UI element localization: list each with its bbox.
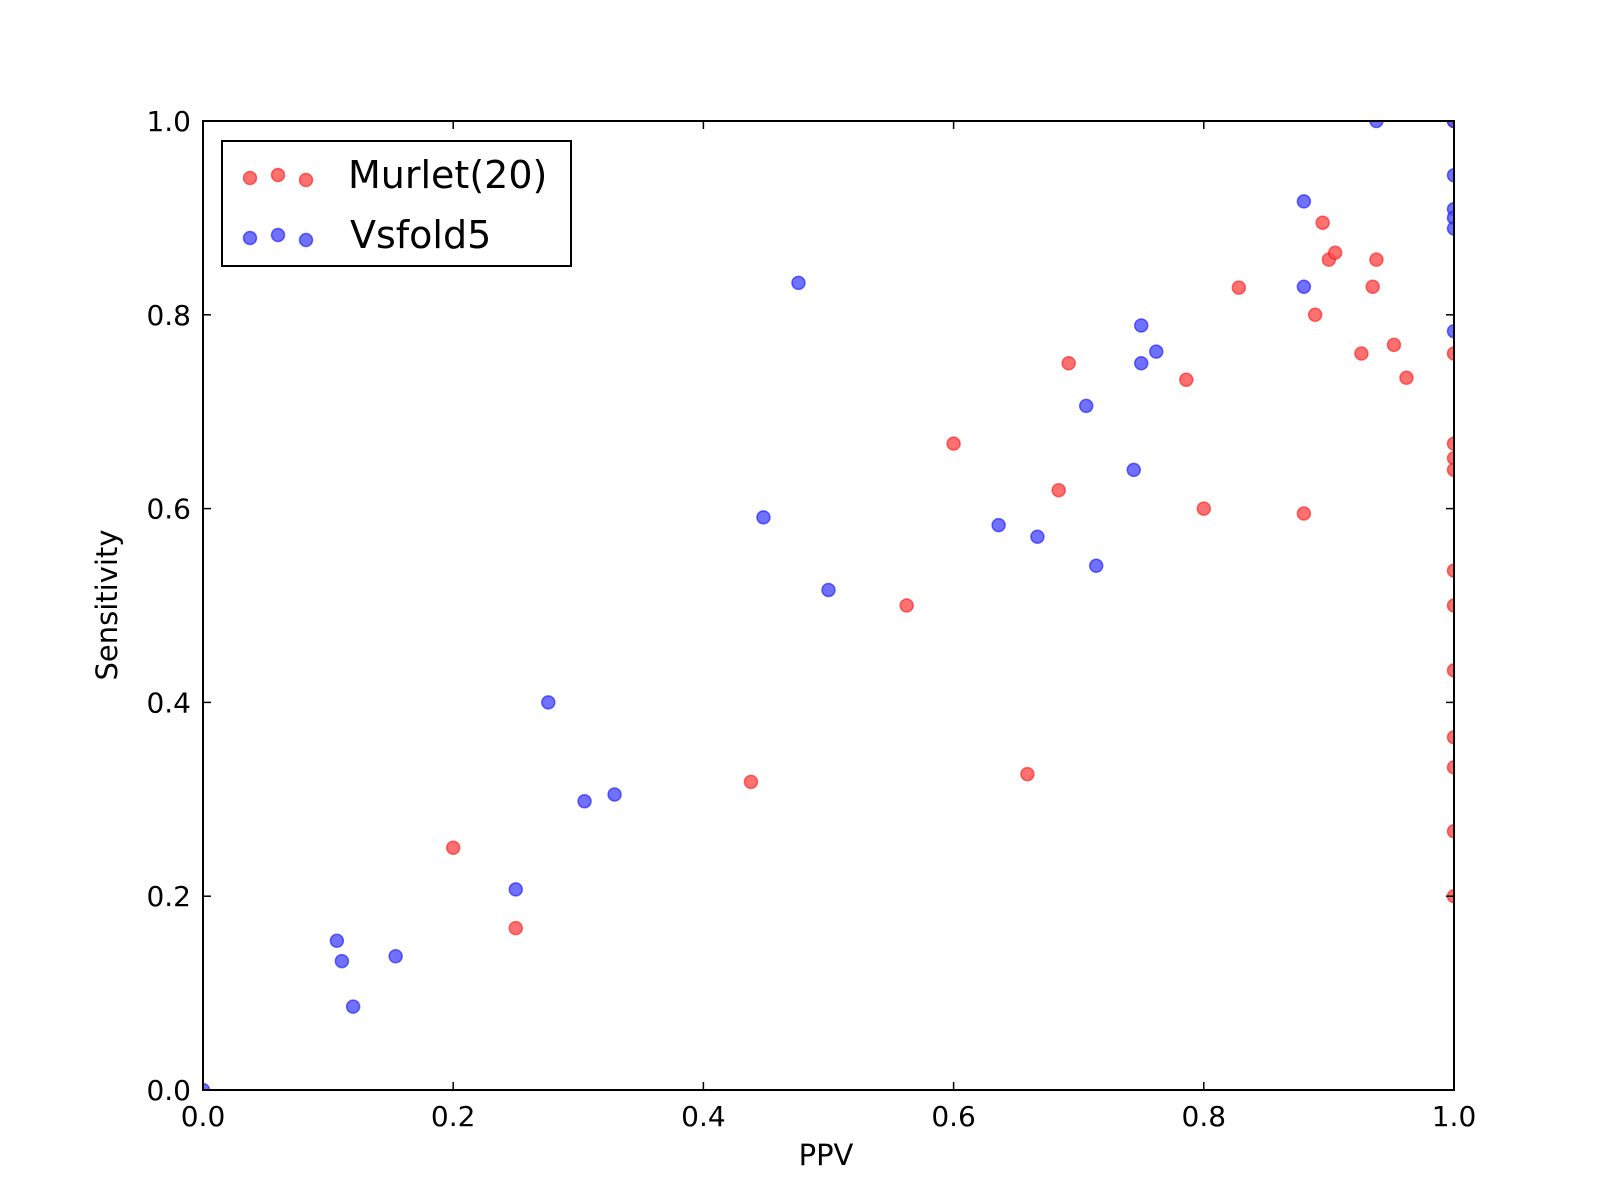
data-point xyxy=(203,1082,211,1090)
data-point xyxy=(1446,598,1454,613)
data-point xyxy=(1296,506,1312,521)
data-point xyxy=(1446,436,1454,451)
data-point xyxy=(1446,324,1454,339)
x-tick-label: 0.8 xyxy=(1182,1100,1227,1133)
axes: 0.0 0.2 0.4 0.6 0.8 1.0 0.0 0.2 0.4 0.6 0.8 1.0 xyxy=(146,105,1476,1133)
data-point xyxy=(1327,245,1343,261)
data-point xyxy=(1126,462,1141,478)
plot-frame xyxy=(202,120,1455,1091)
legend-marker xyxy=(242,230,258,246)
y-tick-label: 0.8 xyxy=(146,299,191,332)
legend-label-murlet: Murlet(20) xyxy=(348,153,547,197)
data-point xyxy=(1030,529,1045,544)
x-tick-label: 0.6 xyxy=(931,1100,976,1133)
data-point xyxy=(1369,121,1384,129)
data-point xyxy=(1446,663,1454,678)
x-tick-label: 0.2 xyxy=(431,1100,476,1133)
data-point xyxy=(991,517,1006,533)
legend-marker xyxy=(298,232,314,248)
data-point xyxy=(1446,121,1454,129)
y-tick-label: 0.6 xyxy=(146,493,191,526)
data-point xyxy=(1446,730,1454,745)
data-point xyxy=(1446,221,1454,236)
data-point xyxy=(1446,168,1454,183)
y-tick-label: 0.2 xyxy=(146,880,191,913)
data-point xyxy=(1296,279,1312,294)
data-point xyxy=(1179,372,1194,387)
data-point xyxy=(791,275,806,291)
legend-markers-murlet xyxy=(242,167,314,188)
data-point xyxy=(329,933,345,949)
data-point xyxy=(1365,279,1380,294)
data-point xyxy=(1149,344,1164,359)
data-point xyxy=(1134,356,1149,371)
data-point xyxy=(607,787,622,802)
legend: Murlet(20) Vsfold5 xyxy=(221,140,572,267)
data-point xyxy=(1231,280,1247,295)
y-tick-label: 0.4 xyxy=(146,686,191,719)
data-point xyxy=(1196,501,1212,516)
legend-marker xyxy=(298,172,314,188)
x-tick-label: 0.4 xyxy=(681,1100,726,1133)
data-point xyxy=(388,949,403,964)
data-point xyxy=(541,695,556,710)
data-point xyxy=(1446,462,1454,478)
legend-markers-vsfold5 xyxy=(242,227,314,248)
data-point xyxy=(1446,824,1454,839)
data-point xyxy=(1369,252,1384,267)
data-point xyxy=(946,436,961,451)
data-point xyxy=(1446,563,1454,578)
data-point xyxy=(508,920,523,936)
data-point xyxy=(756,510,771,525)
y-tick-label: 0.0 xyxy=(146,1074,191,1107)
series-0 xyxy=(445,121,1454,936)
data-point xyxy=(899,598,914,613)
y-axis-label: Sensitivity xyxy=(90,530,124,681)
x-axis-label: PPV xyxy=(799,1138,854,1172)
data-point xyxy=(1088,558,1104,574)
data-point xyxy=(1315,215,1330,230)
data-point xyxy=(1386,337,1402,353)
data-point xyxy=(1446,346,1454,361)
data-point xyxy=(1446,760,1454,775)
data-point xyxy=(334,953,350,969)
data-point xyxy=(1307,307,1323,323)
data-point xyxy=(508,882,523,897)
legend-marker xyxy=(242,170,258,186)
data-point xyxy=(1446,450,1454,466)
data-point xyxy=(1296,194,1312,209)
y-tick-label: 1.0 xyxy=(146,105,191,138)
data-point xyxy=(1078,398,1094,414)
data-point xyxy=(1061,356,1076,371)
plot-area xyxy=(203,121,1454,1090)
data-point xyxy=(821,582,836,598)
data-point xyxy=(1051,482,1066,498)
data-point xyxy=(345,999,361,1014)
data-point xyxy=(1020,766,1035,782)
data-point xyxy=(577,793,592,809)
data-point xyxy=(743,774,759,790)
data-point xyxy=(1399,370,1414,386)
data-point xyxy=(1134,318,1149,333)
data-point xyxy=(445,840,461,855)
legend-frame xyxy=(221,140,572,267)
legend-marker xyxy=(270,227,286,243)
legend-label-vsfold5: Vsfold5 xyxy=(350,213,491,257)
data-point xyxy=(1446,210,1454,226)
x-tick-label: 1.0 xyxy=(1432,1100,1477,1133)
series-1 xyxy=(203,121,1454,1090)
x-tick-label: 0.0 xyxy=(181,1100,226,1133)
data-point xyxy=(1354,346,1369,361)
legend-marker xyxy=(270,167,286,183)
